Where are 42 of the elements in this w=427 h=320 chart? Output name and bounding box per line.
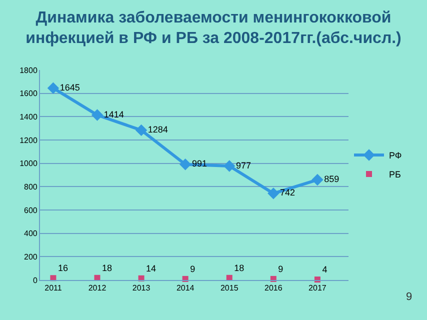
y-tick-label: 1600 [20, 89, 38, 98]
data-label: 9 [278, 264, 284, 274]
x-tick-label: 2015 [220, 284, 239, 293]
x-tick-label: 2016 [264, 284, 283, 293]
y-tick-label: 0 [32, 276, 38, 285]
x-tick-label: 2011 [44, 284, 62, 293]
chart-title: Динамика заболеваемости менингококковой инфекцией в РФ и РБ за 2008-2017гг.(абс.числ.) [26, 9, 402, 48]
y-tick-label: 800 [24, 182, 38, 192]
y-tick-label: 1200 [20, 136, 38, 145]
point [47, 82, 60, 94]
x-tick-label: 2013 [132, 284, 151, 293]
data-label: 1414 [104, 109, 124, 120]
point [224, 160, 236, 172]
data-label: 742 [280, 188, 296, 198]
legend-label: РБ [389, 170, 402, 180]
data-label: 859 [324, 174, 340, 184]
data-label: 1645 [60, 82, 80, 92]
data-label: 18 [102, 262, 112, 273]
y-tick-label: 200 [24, 252, 38, 262]
y-tick-label: 600 [24, 206, 38, 215]
y-tick-label: 1400 [20, 112, 38, 122]
x-tick-label: 2012 [88, 284, 107, 293]
data-label: 14 [146, 263, 156, 274]
data-label: 1284 [148, 124, 168, 134]
point [312, 174, 324, 186]
point [91, 109, 104, 121]
x-tick-label: 2017 [308, 284, 327, 293]
data-label: 16 [58, 263, 68, 274]
data-label: 9 [190, 264, 196, 274]
point [135, 124, 148, 136]
data-label: 18 [234, 262, 244, 273]
y-tick-label: 400 [24, 229, 38, 238]
legend-label: РФ [389, 150, 402, 161]
data-label: 991 [192, 158, 207, 169]
y-tick-label: 1800 [20, 66, 38, 75]
data-label: 977 [236, 160, 252, 170]
y-tick-label: 1000 [20, 159, 38, 168]
text: 9 [406, 291, 412, 303]
data-label: 4 [322, 264, 328, 275]
point [179, 158, 192, 170]
point [268, 188, 280, 200]
x-tick-label: 2014 [176, 284, 195, 293]
